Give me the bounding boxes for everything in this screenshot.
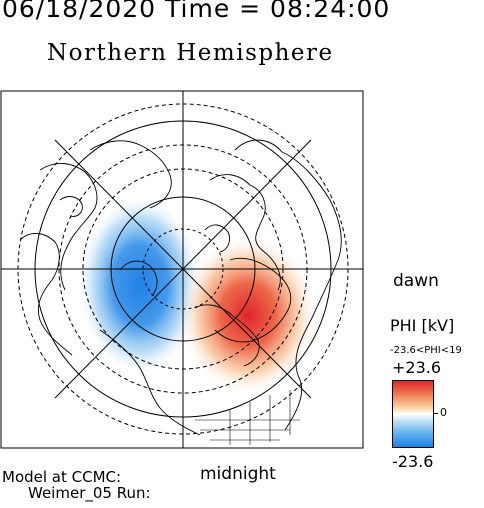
colorbar-range: -23.6<PHI<19: [390, 345, 462, 356]
positive-potential-cell: [178, 235, 318, 395]
colorbar-zero: 0: [440, 406, 447, 419]
colorbar-max: +23.6: [392, 358, 442, 377]
meridian-lines: [1, 91, 363, 448]
polar-map-svg: [0, 90, 364, 449]
coastlines: [19, 139, 342, 436]
negative-potential-cell: [78, 195, 202, 375]
colorbar: [392, 380, 434, 448]
map-title: Northern Hemisphere: [47, 40, 334, 66]
colorbar-zero-tick: [434, 413, 438, 414]
midnight-label: midnight: [200, 464, 276, 484]
continental-grid: [195, 390, 300, 445]
colorbar-min: -23.6: [392, 452, 434, 471]
model-label: Model at CCMC:: [2, 468, 122, 486]
timestamp: 06/18/2020 Time = 08:24:00: [2, 0, 391, 23]
polar-map: [0, 90, 364, 450]
model-run-label: Weimer_05 Run:: [28, 484, 151, 502]
dawn-label: dawn: [393, 271, 439, 291]
colorbar-title: PHI [kV]: [390, 316, 455, 335]
